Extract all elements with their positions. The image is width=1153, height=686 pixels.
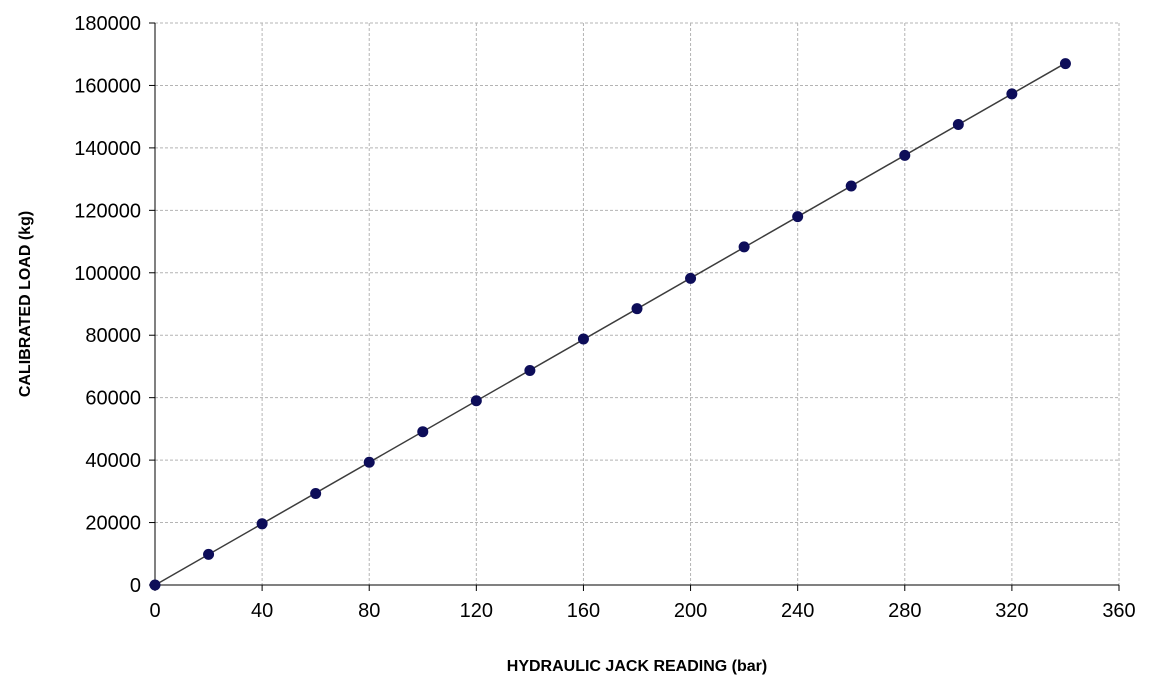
data-point xyxy=(792,211,804,223)
data-point xyxy=(952,118,964,130)
data-point xyxy=(1059,58,1071,70)
data-point xyxy=(738,241,750,253)
data-point xyxy=(256,518,268,530)
trend-line xyxy=(154,62,1066,586)
data-point xyxy=(899,149,911,161)
data-point xyxy=(470,395,482,407)
x-tick-label: 160 xyxy=(567,600,600,622)
data-point xyxy=(631,303,643,315)
data-point xyxy=(524,365,536,377)
y-tick-label: 0 xyxy=(130,575,141,597)
y-tick-label: 180000 xyxy=(74,13,141,35)
data-point xyxy=(1006,88,1018,100)
data-point xyxy=(203,548,215,560)
x-tick-label: 0 xyxy=(149,600,160,622)
y-axis-title: CALIBRATED LOAD (kg) xyxy=(17,211,34,397)
grid-lines xyxy=(155,22,1120,585)
trendline xyxy=(154,62,1066,586)
x-axis-title: HYDRAULIC JACK READING (bar) xyxy=(507,658,767,675)
x-tick-label: 200 xyxy=(674,600,707,622)
data-points xyxy=(149,58,1071,591)
data-point xyxy=(310,488,322,500)
y-tick-label: 40000 xyxy=(85,450,141,472)
y-tick-label: 20000 xyxy=(85,513,141,535)
x-tick-label: 120 xyxy=(460,600,493,622)
data-point xyxy=(577,333,589,345)
x-tick-label: 240 xyxy=(781,600,814,622)
y-tick-label: 60000 xyxy=(85,388,141,410)
x-tick-label: 40 xyxy=(251,600,273,622)
data-point xyxy=(685,272,697,284)
x-tick-label: 360 xyxy=(1102,600,1135,622)
data-point xyxy=(149,579,161,591)
y-tick-label: 140000 xyxy=(74,138,141,160)
y-tick-label: 100000 xyxy=(74,263,141,285)
tick-labels: 0 40 80 120 160 200 240 280 320 360 0 20000 40000 600… xyxy=(74,13,1135,622)
x-tick-label: 280 xyxy=(888,600,921,622)
x-tick-label: 80 xyxy=(358,600,380,622)
data-point xyxy=(845,180,857,192)
y-tick-label: 160000 xyxy=(74,75,141,97)
data-point xyxy=(417,426,429,438)
y-tick-label: 80000 xyxy=(85,325,141,347)
data-point xyxy=(363,456,375,468)
y-tick-label: 120000 xyxy=(74,200,141,222)
x-tick-label: 320 xyxy=(995,600,1028,622)
